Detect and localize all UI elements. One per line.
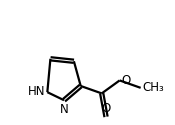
Text: HN: HN [28, 85, 46, 98]
Text: N: N [60, 103, 68, 116]
Text: O: O [102, 102, 111, 115]
Text: O: O [121, 74, 130, 87]
Text: CH₃: CH₃ [142, 81, 164, 94]
